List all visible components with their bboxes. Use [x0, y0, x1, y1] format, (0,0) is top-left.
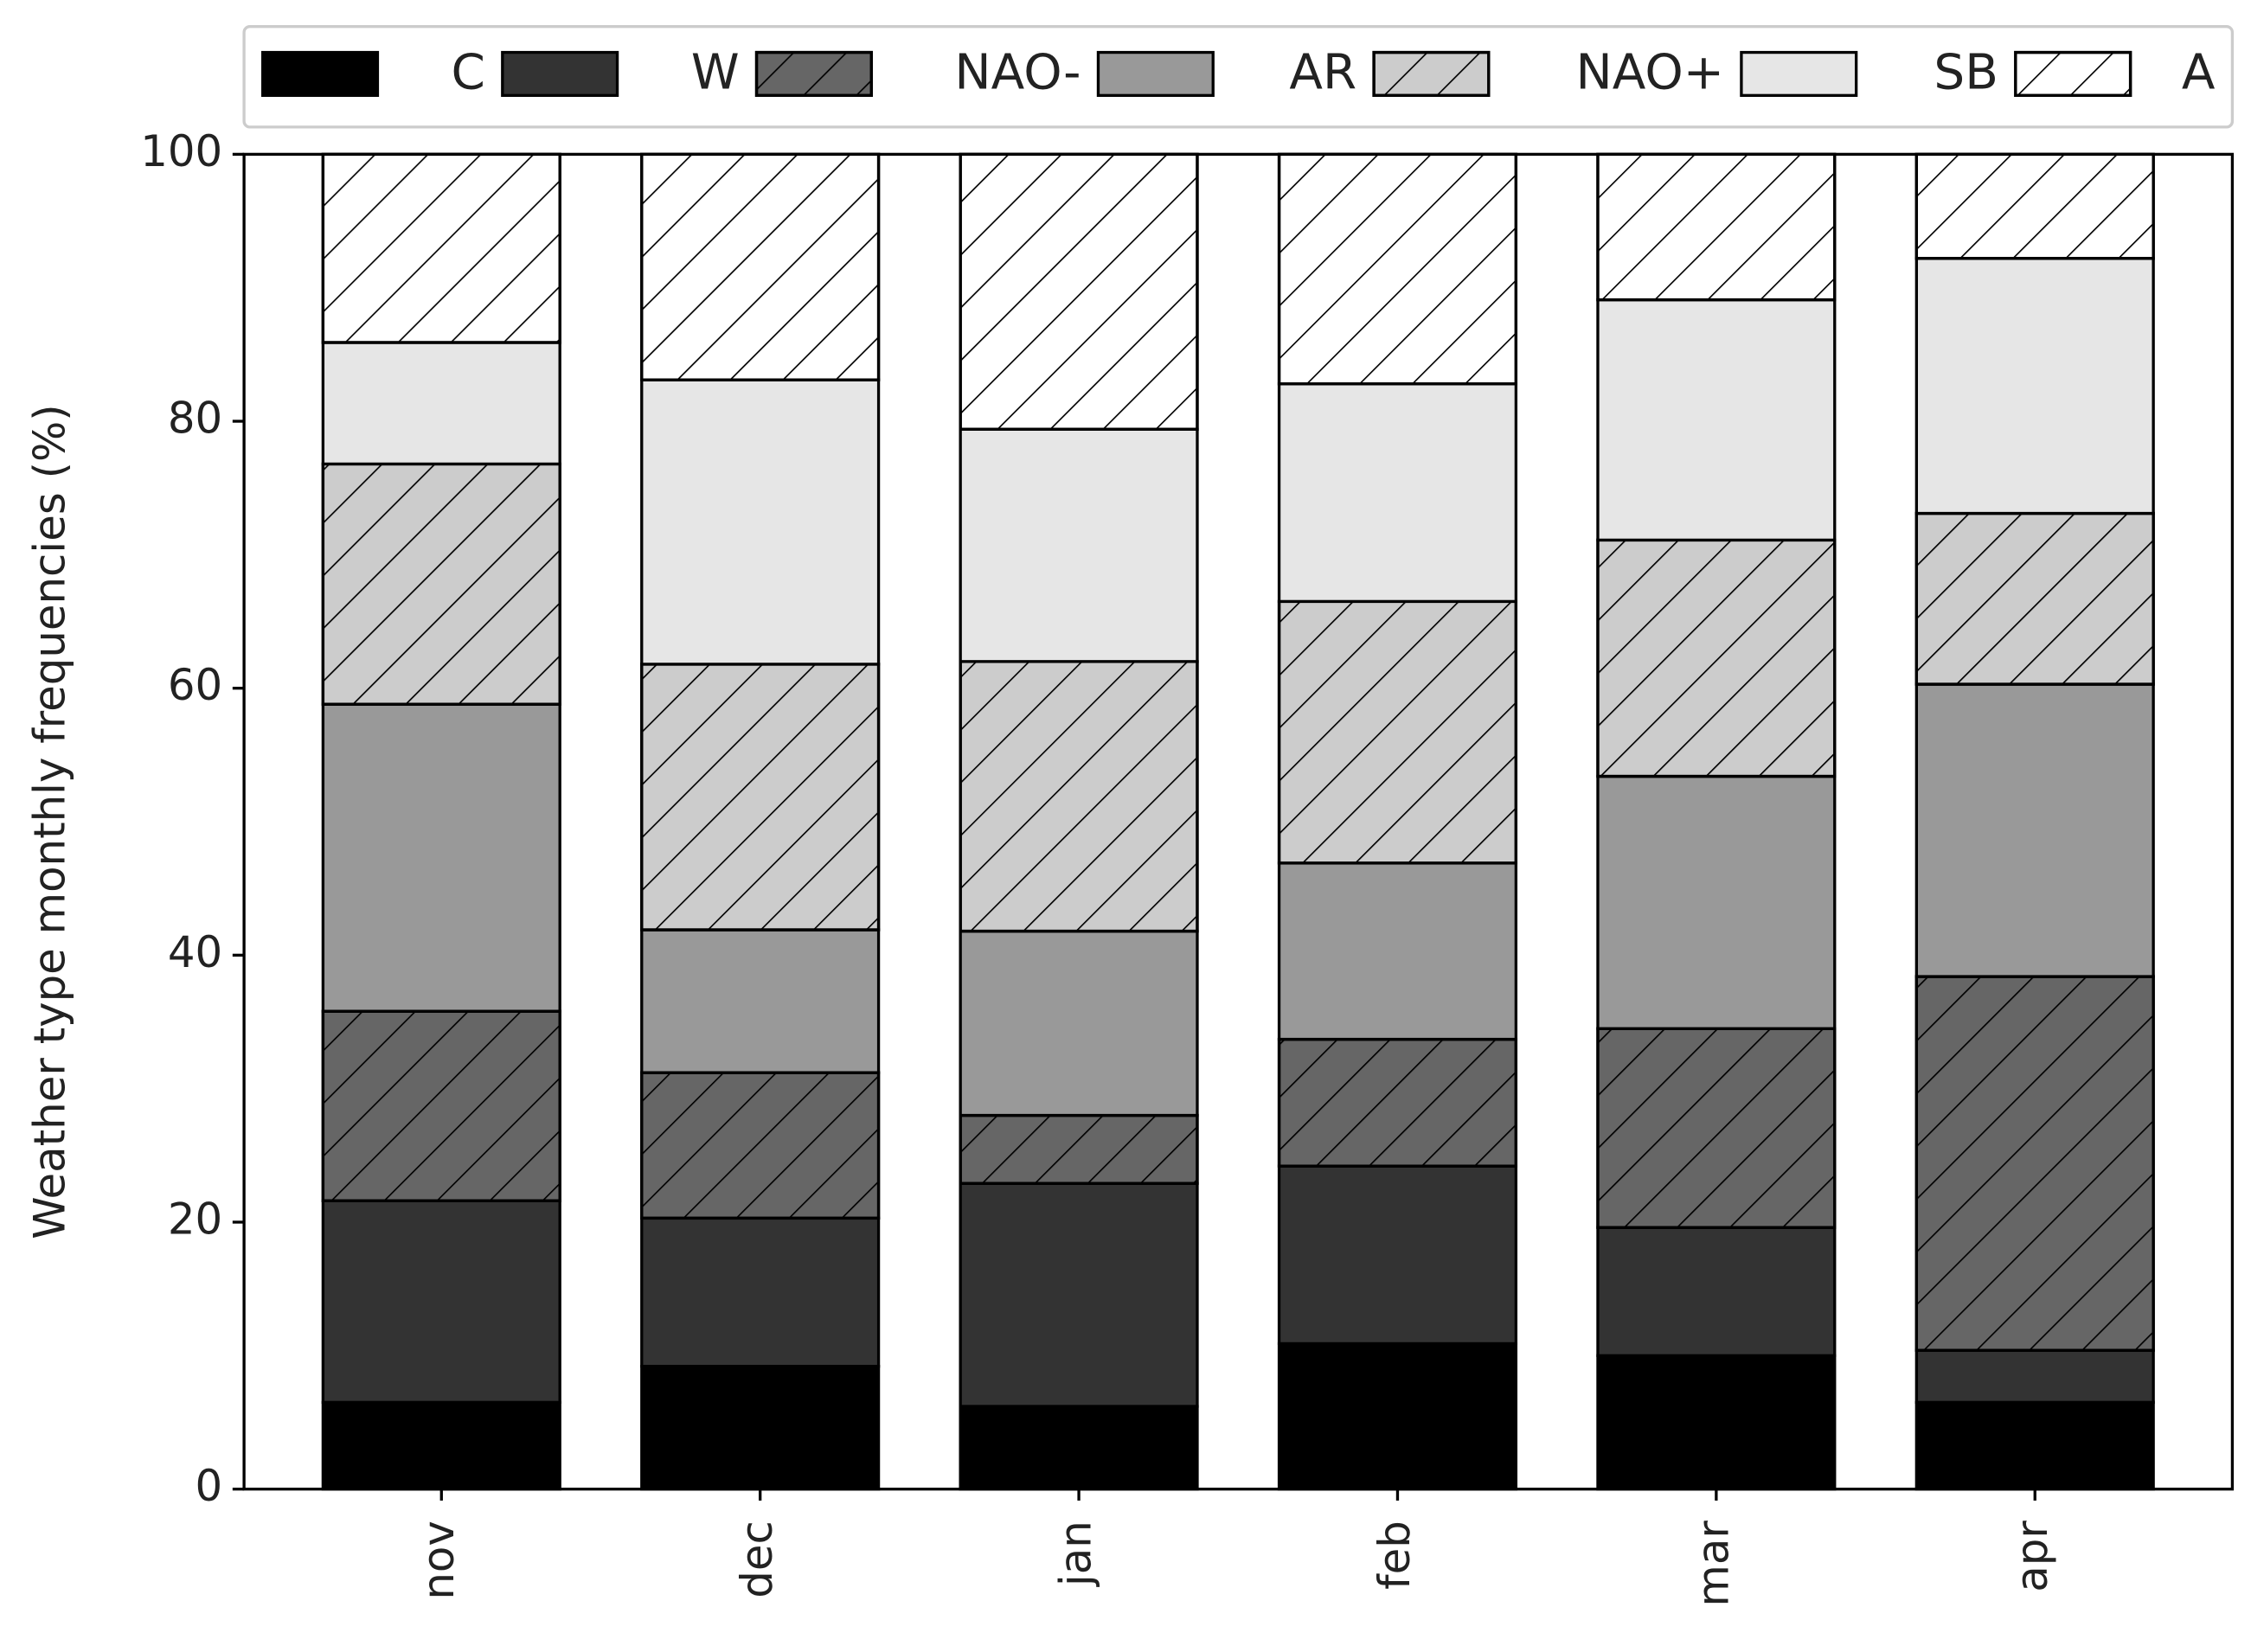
bar-segment-dec-SB — [640, 378, 881, 666]
bar-segment-apr-W — [1914, 1348, 2155, 1405]
bar-segment-apr-NAO- — [1914, 975, 2155, 1352]
legend-item-SB: SB — [1740, 45, 1998, 101]
y-tick-label: 100 — [140, 126, 222, 176]
y-tick-label: 80 — [168, 394, 222, 444]
bar-segment-apr-NAO+ — [1914, 511, 2155, 686]
bar-segment-apr-AR — [1914, 682, 2155, 978]
bars — [321, 152, 2155, 1491]
x-axis: nov dec jan feb mar apr — [414, 1489, 2057, 1607]
x-tick-label: mar — [1688, 1521, 1738, 1607]
bar-segment-nov-NAO+ — [321, 462, 561, 706]
x-tick-label: apr — [2007, 1521, 2057, 1592]
legend-label: A — [2182, 45, 2216, 101]
bar-segment-nov-W — [321, 1199, 561, 1405]
legend-item-A: A — [2014, 45, 2216, 101]
legend-label: SB — [1934, 45, 1998, 101]
bar-segment-nov-A — [321, 152, 561, 344]
bar-segment-nov-SB — [321, 341, 561, 466]
bar-segment-dec-AR — [640, 928, 881, 1074]
bar-segment-dec-W — [640, 1216, 881, 1368]
bar-segment-mar-NAO+ — [1596, 538, 1837, 778]
y-axis: 0 20 40 60 80 100 — [140, 126, 245, 1511]
bar-segment-jan-W — [959, 1181, 1199, 1408]
legend-label: NAO- — [954, 45, 1081, 101]
y-tick-label: 20 — [168, 1194, 222, 1245]
bar-segment-apr-A — [1914, 152, 2155, 260]
bar-segment-jan-AR — [959, 929, 1199, 1117]
y-tick-label: 60 — [168, 660, 222, 710]
legend-item-AR: AR — [1096, 45, 1356, 101]
legend-label: AR — [1289, 45, 1356, 101]
legend-item-W: W — [501, 45, 740, 101]
bar-segment-nov-NAO- — [321, 1009, 561, 1202]
bar-segment-feb-NAO- — [1277, 1037, 1518, 1168]
bar-segment-feb-SB — [1277, 382, 1518, 604]
legend-swatch — [1740, 50, 1858, 98]
bar-segment-apr-C — [1914, 1400, 2155, 1491]
bar-segment-dec-NAO+ — [640, 663, 881, 932]
legend: C W NAO- AR NAO+ SB A — [242, 25, 2235, 129]
bar-segment-jan-NAO+ — [959, 660, 1199, 933]
bar-segment-jan-SB — [959, 427, 1199, 663]
bar-segment-feb-W — [1277, 1164, 1518, 1346]
legend-label: C — [451, 45, 484, 101]
legend-label: NAO+ — [1576, 45, 1724, 101]
bar-segment-feb-C — [1277, 1341, 1518, 1491]
legend-swatch — [261, 50, 380, 98]
y-tick-label: 40 — [168, 927, 222, 977]
bar-segment-jan-C — [959, 1405, 1199, 1491]
bar-segment-feb-NAO+ — [1277, 599, 1518, 865]
bar-segment-dec-A — [640, 152, 881, 381]
legend-item-NAO-: NAO- — [754, 45, 1081, 101]
x-tick-label: feb — [1369, 1521, 1420, 1590]
legend-label: W — [691, 45, 740, 101]
bar-segment-mar-C — [1596, 1354, 1837, 1491]
bar-segment-feb-AR — [1277, 861, 1518, 1041]
legend-swatch — [1096, 50, 1215, 98]
legend-swatch — [501, 50, 619, 98]
y-axis-label: Weather type monthly frequencies (%) — [25, 404, 75, 1239]
bar-segment-jan-A — [959, 152, 1199, 431]
bar-segment-dec-NAO- — [640, 1071, 881, 1220]
y-tick-label: 0 — [196, 1461, 223, 1511]
bar-segment-dec-C — [640, 1365, 881, 1491]
bar-segment-nov-C — [321, 1400, 561, 1491]
plot-area — [242, 152, 2235, 1491]
legend-item-C: C — [261, 45, 485, 101]
bar-segment-nov-AR — [321, 702, 561, 1013]
bar-segment-mar-W — [1596, 1226, 1837, 1357]
bar-segment-feb-A — [1277, 152, 1518, 386]
legend-item-NAO+: NAO+ — [1372, 45, 1724, 101]
bar-segment-jan-NAO- — [959, 1113, 1199, 1185]
bar-segment-mar-NAO- — [1596, 1027, 1837, 1229]
bar-segment-mar-AR — [1596, 774, 1837, 1030]
bar-segment-mar-A — [1596, 152, 1837, 302]
x-tick-label: dec — [732, 1521, 782, 1598]
bar-segment-mar-SB — [1596, 298, 1837, 542]
x-tick-label: nov — [414, 1521, 464, 1599]
x-tick-label: jan — [1051, 1521, 1101, 1587]
bar-segment-apr-SB — [1914, 257, 2155, 515]
